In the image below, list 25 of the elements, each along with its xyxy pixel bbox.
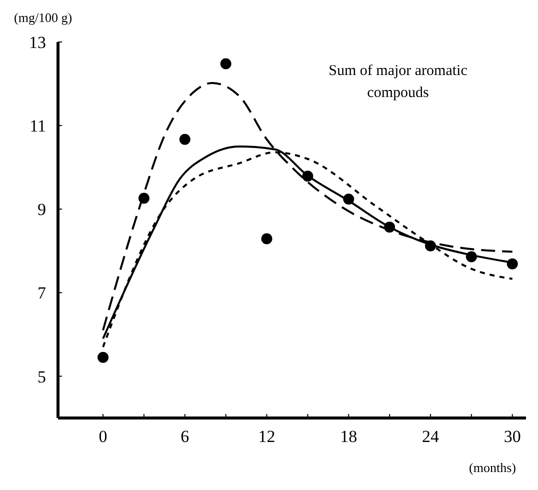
y-tick-label: 9 — [38, 200, 46, 220]
point — [424, 240, 436, 252]
y-tick-label: 7 — [38, 284, 46, 303]
x-tick-label: 30 — [504, 427, 521, 446]
point — [261, 233, 272, 244]
x-axis-title: (months) — [469, 460, 516, 476]
y-axis-title: (mg/100 g) — [14, 10, 72, 26]
x-tick-label: 0 — [98, 427, 108, 446]
point — [384, 222, 396, 233]
y-tick-label: 11 — [30, 116, 46, 136]
point — [220, 58, 232, 70]
point — [179, 134, 190, 145]
point — [466, 251, 477, 262]
x-tick-label: 24 — [422, 427, 440, 446]
point — [343, 194, 354, 205]
x-tick-label: 18 — [340, 427, 358, 446]
point — [302, 170, 314, 182]
x-tick-label: 12 — [258, 427, 276, 446]
point — [138, 192, 150, 204]
point — [98, 352, 109, 363]
point — [506, 258, 518, 270]
y-tick-label: 13 — [29, 33, 46, 52]
annotation: Sum of major aromatic compouds — [328, 62, 468, 103]
y-tick-label: 5 — [38, 367, 46, 386]
x-tick-label: 6 — [180, 427, 190, 446]
